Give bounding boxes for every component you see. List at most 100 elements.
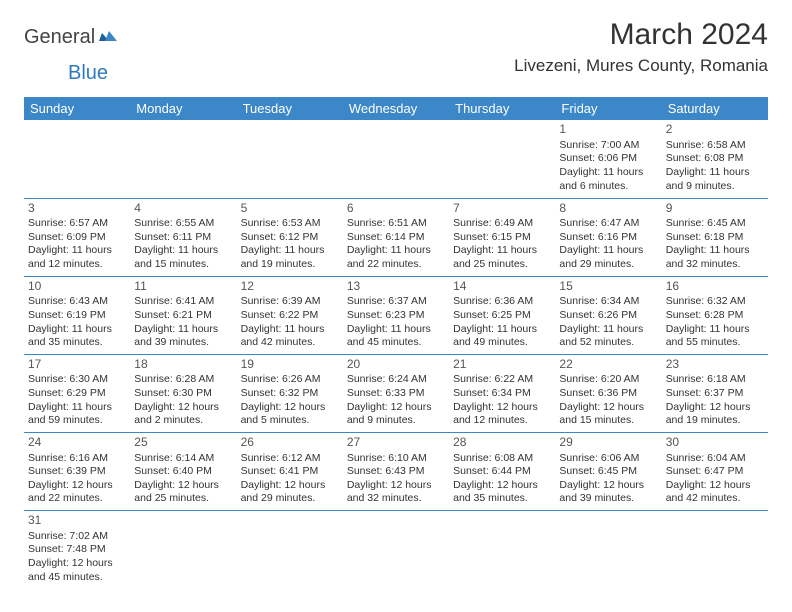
day-number: 2 (666, 122, 764, 138)
day-number: 10 (28, 279, 126, 295)
daylight-text: Daylight: 12 hours and 22 minutes. (28, 479, 126, 506)
sunset-text: Sunset: 6:25 PM (453, 309, 551, 323)
sunset-text: Sunset: 6:16 PM (559, 231, 657, 245)
daylight-text: Daylight: 12 hours and 2 minutes. (134, 401, 232, 428)
sunset-text: Sunset: 6:44 PM (453, 465, 551, 479)
sunrise-text: Sunrise: 6:58 AM (666, 139, 764, 153)
sunrise-text: Sunrise: 6:14 AM (134, 452, 232, 466)
day-number: 26 (241, 435, 339, 451)
sunset-text: Sunset: 6:40 PM (134, 465, 232, 479)
sunset-text: Sunset: 6:37 PM (666, 387, 764, 401)
daylight-text: Daylight: 11 hours and 6 minutes. (559, 166, 657, 193)
day-number: 13 (347, 279, 445, 295)
daylight-text: Daylight: 11 hours and 39 minutes. (134, 323, 232, 350)
day-number: 18 (134, 357, 232, 373)
sunset-text: Sunset: 6:11 PM (134, 231, 232, 245)
sunrise-text: Sunrise: 6:06 AM (559, 452, 657, 466)
sunrise-text: Sunrise: 6:10 AM (347, 452, 445, 466)
daylight-text: Daylight: 12 hours and 5 minutes. (241, 401, 339, 428)
calendar-cell: 8Sunrise: 6:47 AMSunset: 6:16 PMDaylight… (555, 198, 661, 276)
sunrise-text: Sunrise: 6:36 AM (453, 295, 551, 309)
day-number: 6 (347, 201, 445, 217)
calendar-row: 10Sunrise: 6:43 AMSunset: 6:19 PMDayligh… (24, 276, 768, 354)
sunrise-text: Sunrise: 6:53 AM (241, 217, 339, 231)
sunset-text: Sunset: 6:26 PM (559, 309, 657, 323)
daylight-text: Daylight: 12 hours and 9 minutes. (347, 401, 445, 428)
calendar-cell: 11Sunrise: 6:41 AMSunset: 6:21 PMDayligh… (130, 276, 236, 354)
daylight-text: Daylight: 11 hours and 32 minutes. (666, 244, 764, 271)
day-number: 23 (666, 357, 764, 373)
day-number: 30 (666, 435, 764, 451)
day-number: 15 (559, 279, 657, 295)
calendar-cell: 24Sunrise: 6:16 AMSunset: 6:39 PMDayligh… (24, 432, 130, 510)
sunset-text: Sunset: 6:45 PM (559, 465, 657, 479)
day-number: 4 (134, 201, 232, 217)
calendar-row: 3Sunrise: 6:57 AMSunset: 6:09 PMDaylight… (24, 198, 768, 276)
calendar-cell (555, 511, 661, 589)
sunrise-text: Sunrise: 6:08 AM (453, 452, 551, 466)
sunset-text: Sunset: 6:21 PM (134, 309, 232, 323)
sunset-text: Sunset: 6:12 PM (241, 231, 339, 245)
day-number: 7 (453, 201, 551, 217)
sunrise-text: Sunrise: 6:39 AM (241, 295, 339, 309)
calendar-cell: 15Sunrise: 6:34 AMSunset: 6:26 PMDayligh… (555, 276, 661, 354)
sunrise-text: Sunrise: 6:28 AM (134, 373, 232, 387)
sunset-text: Sunset: 6:19 PM (28, 309, 126, 323)
logo-text-blue: Blue (68, 62, 108, 84)
sunset-text: Sunset: 6:39 PM (28, 465, 126, 479)
sunrise-text: Sunrise: 6:26 AM (241, 373, 339, 387)
daylight-text: Daylight: 12 hours and 32 minutes. (347, 479, 445, 506)
day-number: 16 (666, 279, 764, 295)
daylight-text: Daylight: 11 hours and 35 minutes. (28, 323, 126, 350)
sunset-text: Sunset: 6:09 PM (28, 231, 126, 245)
sunrise-text: Sunrise: 6:47 AM (559, 217, 657, 231)
day-number: 28 (453, 435, 551, 451)
sunset-text: Sunset: 6:41 PM (241, 465, 339, 479)
sunrise-text: Sunrise: 6:57 AM (28, 217, 126, 231)
day-number: 20 (347, 357, 445, 373)
calendar-cell: 28Sunrise: 6:08 AMSunset: 6:44 PMDayligh… (449, 432, 555, 510)
calendar-cell: 10Sunrise: 6:43 AMSunset: 6:19 PMDayligh… (24, 276, 130, 354)
daylight-text: Daylight: 11 hours and 15 minutes. (134, 244, 232, 271)
sunset-text: Sunset: 6:18 PM (666, 231, 764, 245)
calendar-cell (130, 120, 236, 198)
sunset-text: Sunset: 6:15 PM (453, 231, 551, 245)
daylight-text: Daylight: 12 hours and 42 minutes. (666, 479, 764, 506)
calendar-cell: 29Sunrise: 6:06 AMSunset: 6:45 PMDayligh… (555, 432, 661, 510)
logo: General (24, 18, 119, 49)
sunrise-text: Sunrise: 6:24 AM (347, 373, 445, 387)
sunset-text: Sunset: 6:23 PM (347, 309, 445, 323)
day-number: 11 (134, 279, 232, 295)
calendar-cell: 25Sunrise: 6:14 AMSunset: 6:40 PMDayligh… (130, 432, 236, 510)
day-number: 27 (347, 435, 445, 451)
day-number: 19 (241, 357, 339, 373)
calendar-cell: 9Sunrise: 6:45 AMSunset: 6:18 PMDaylight… (662, 198, 768, 276)
logo-text-general: General (24, 26, 95, 49)
day-number: 22 (559, 357, 657, 373)
calendar-cell: 12Sunrise: 6:39 AMSunset: 6:22 PMDayligh… (237, 276, 343, 354)
calendar-cell: 6Sunrise: 6:51 AMSunset: 6:14 PMDaylight… (343, 198, 449, 276)
sunset-text: Sunset: 6:32 PM (241, 387, 339, 401)
sunrise-text: Sunrise: 6:30 AM (28, 373, 126, 387)
calendar-cell: 17Sunrise: 6:30 AMSunset: 6:29 PMDayligh… (24, 354, 130, 432)
daylight-text: Daylight: 12 hours and 45 minutes. (28, 557, 126, 584)
sunset-text: Sunset: 6:34 PM (453, 387, 551, 401)
daylight-text: Daylight: 11 hours and 52 minutes. (559, 323, 657, 350)
daylight-text: Daylight: 11 hours and 12 minutes. (28, 244, 126, 271)
sunset-text: Sunset: 7:48 PM (28, 543, 126, 557)
col-thursday: Thursday (449, 97, 555, 120)
sunset-text: Sunset: 6:06 PM (559, 152, 657, 166)
sunrise-text: Sunrise: 6:04 AM (666, 452, 764, 466)
calendar-cell (449, 511, 555, 589)
daylight-text: Daylight: 12 hours and 29 minutes. (241, 479, 339, 506)
calendar-row: 1Sunrise: 7:00 AMSunset: 6:06 PMDaylight… (24, 120, 768, 198)
calendar-cell: 4Sunrise: 6:55 AMSunset: 6:11 PMDaylight… (130, 198, 236, 276)
sunrise-text: Sunrise: 6:55 AM (134, 217, 232, 231)
day-number: 5 (241, 201, 339, 217)
calendar-cell: 16Sunrise: 6:32 AMSunset: 6:28 PMDayligh… (662, 276, 768, 354)
calendar-cell: 18Sunrise: 6:28 AMSunset: 6:30 PMDayligh… (130, 354, 236, 432)
daylight-text: Daylight: 12 hours and 39 minutes. (559, 479, 657, 506)
sunset-text: Sunset: 6:14 PM (347, 231, 445, 245)
col-wednesday: Wednesday (343, 97, 449, 120)
sunset-text: Sunset: 6:33 PM (347, 387, 445, 401)
